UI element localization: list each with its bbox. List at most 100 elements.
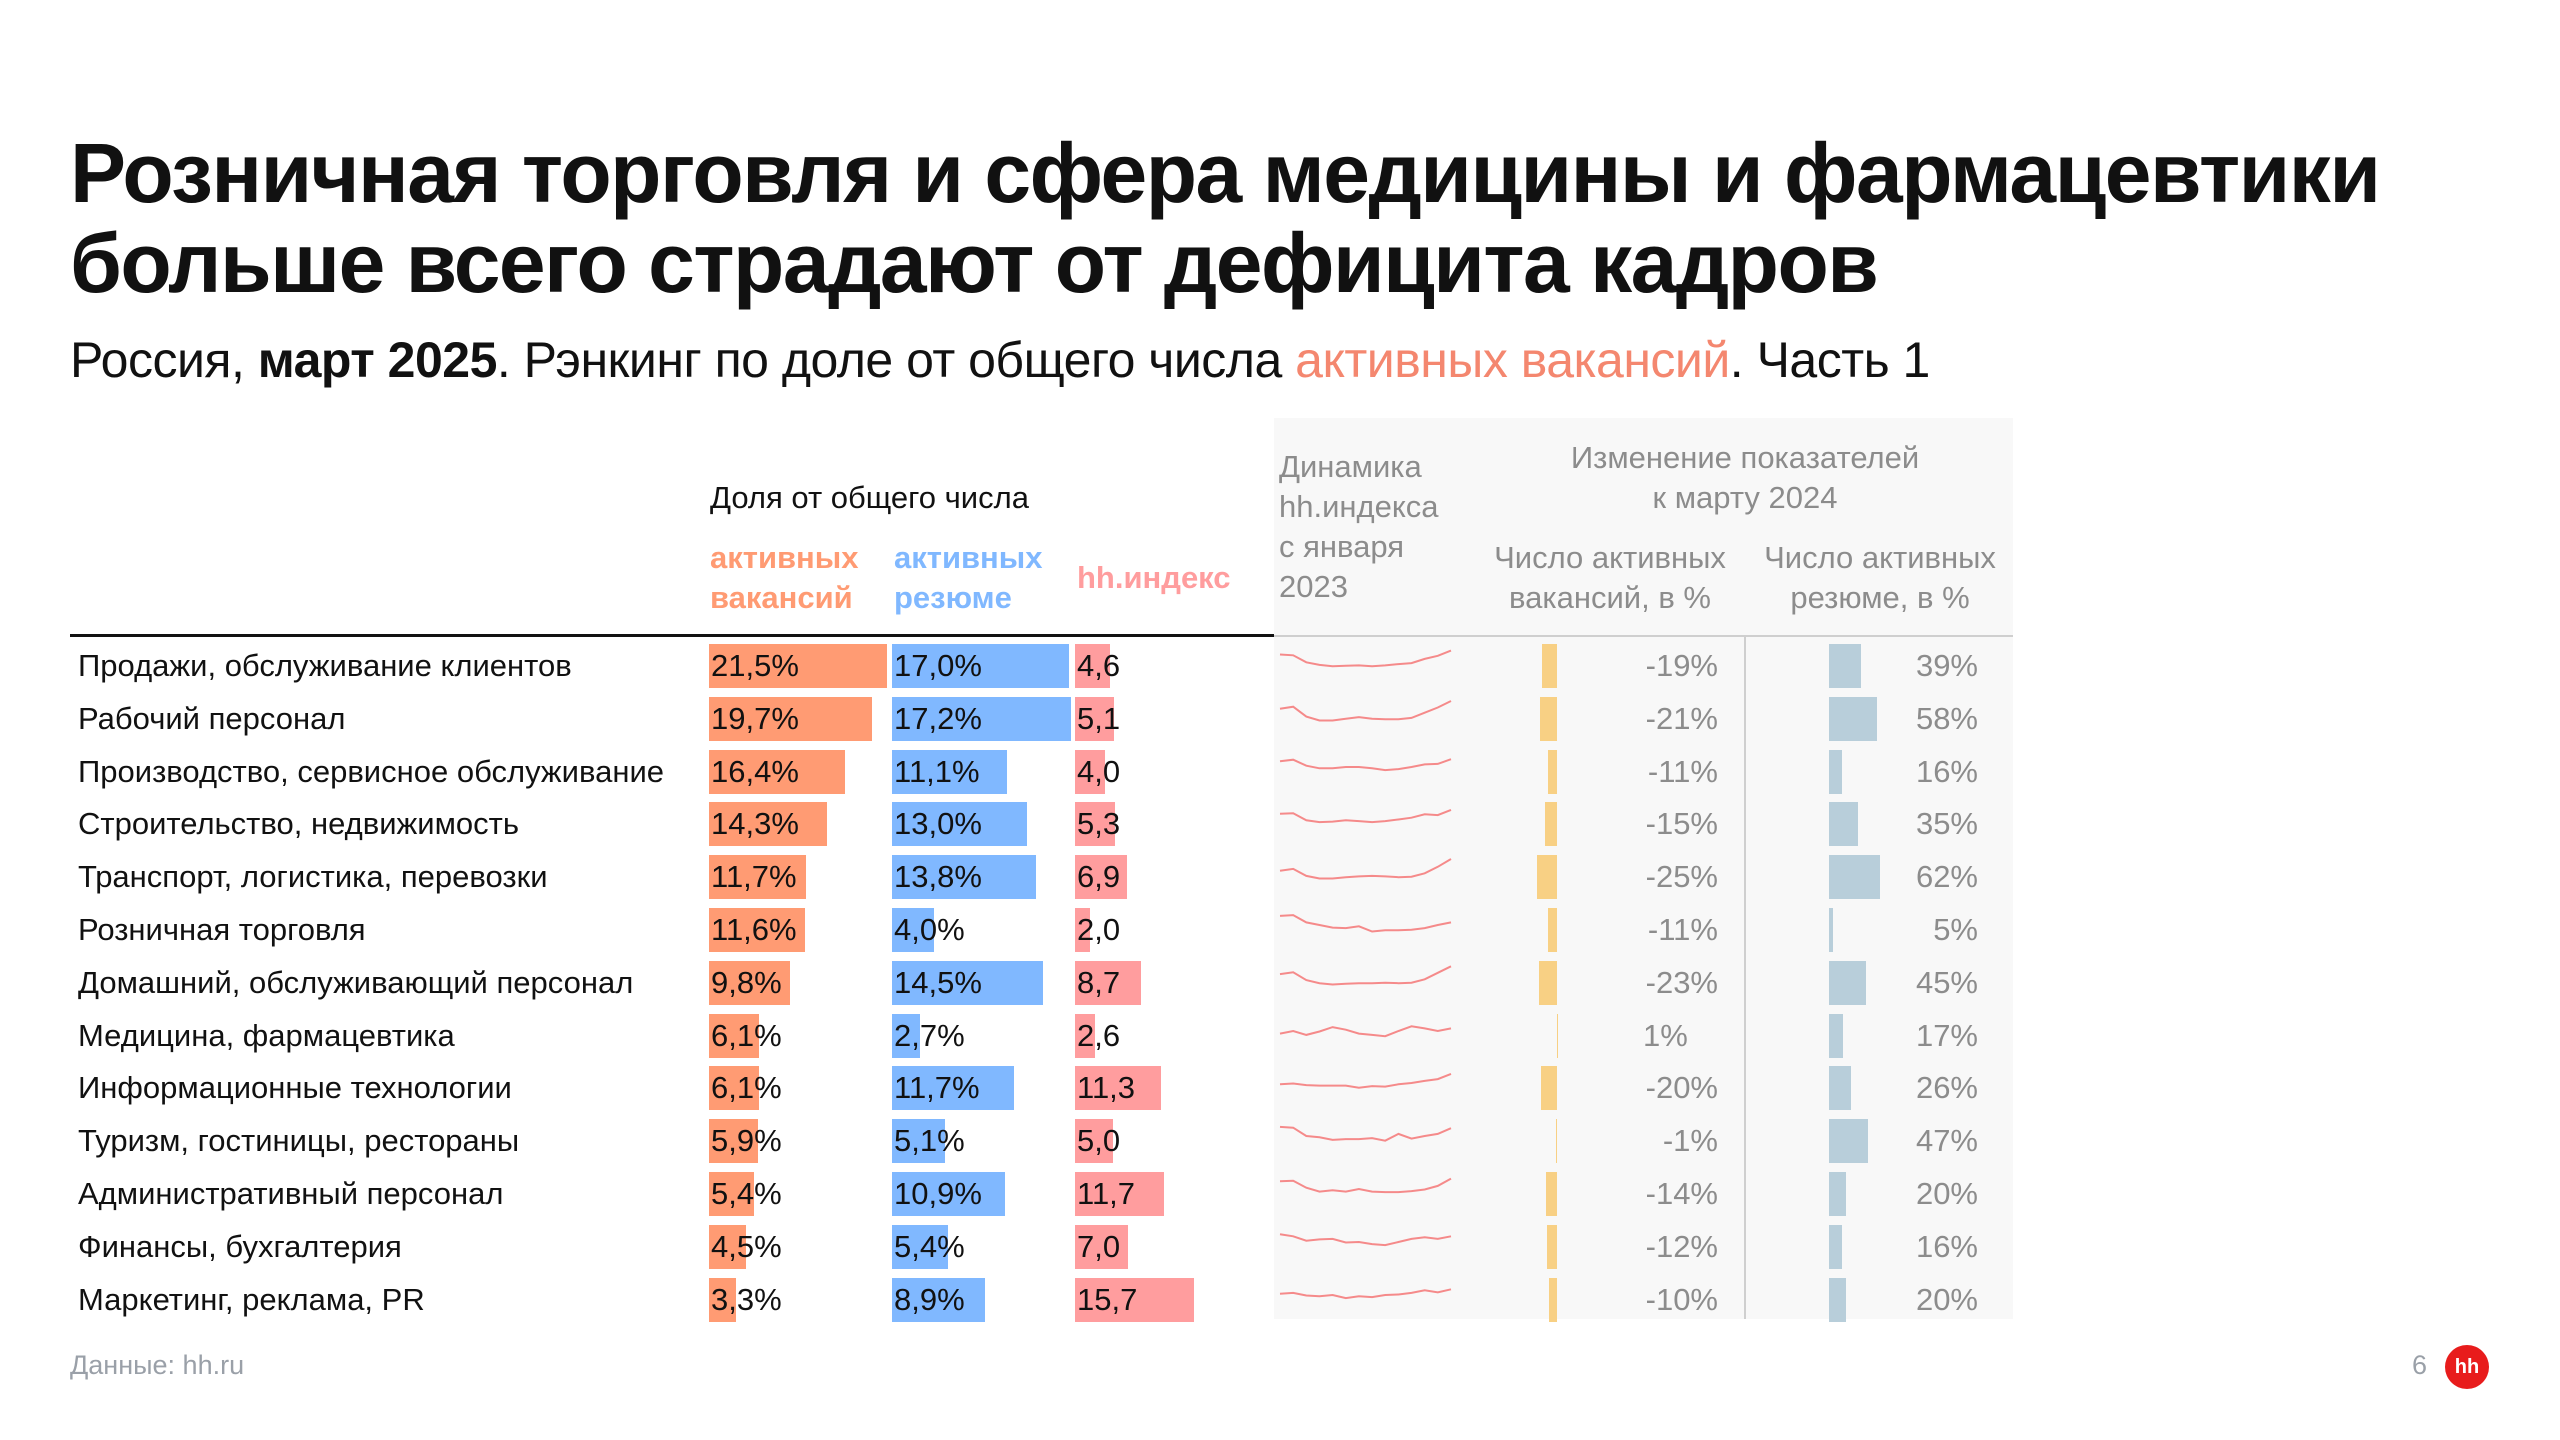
category-label: Розничная торговля [78, 912, 366, 947]
hh-index-label: 5,0 [1077, 1123, 1121, 1159]
resumes-share-label: 17,0% [894, 648, 982, 683]
vacancies-share-label: 3,3% [711, 1281, 782, 1317]
vacancies-change-bar [1547, 1224, 1557, 1269]
resumes-change-bar [1829, 644, 1862, 688]
vacancies-change-bar [1545, 802, 1557, 847]
hh-index-label: 5,1 [1077, 700, 1121, 736]
page-number: 6 [2412, 1350, 2428, 1380]
header-vacancies-line-1: активных [710, 540, 859, 575]
vacancies-share-label: 14,3% [711, 806, 799, 842]
vacancies-share-bar [709, 644, 887, 688]
hh-index-sparkline [1279, 858, 1452, 880]
resumes-change-label: 45% [1915, 964, 1978, 1000]
vacancies-share-bar [709, 802, 828, 847]
category-label: Продажи, обслуживание клиентов [78, 648, 572, 683]
hh-index-label: 2,6 [1077, 1017, 1121, 1053]
hh-index-label: 15,7 [1077, 1281, 1138, 1317]
header-vacancies-line-2: вакансий [710, 580, 853, 615]
header-change-vacancies-line-2: вакансий, в % [1509, 580, 1711, 615]
header-dynamics-line-3: с января [1279, 529, 1405, 564]
hh-index-label: 2,0 [1077, 912, 1121, 947]
vacancies-change-label: -19% [1645, 648, 1718, 683]
category-label: Медицина, фармацевтика [78, 1017, 455, 1053]
header-vacancies: активных вакансий [710, 538, 859, 618]
vacancies-share-label: 21,5% [711, 648, 799, 683]
vacancies-share-label: 6,1% [711, 1017, 782, 1053]
table-row: Административный персонал 5,4% 10,9% 11,7 -1… [0, 1168, 2560, 1220]
hh-index-sparkline [1279, 1177, 1452, 1194]
hh-index-label: 7,0 [1077, 1228, 1121, 1264]
category-label: Рабочий персонал [78, 700, 346, 736]
subtitle-date: март 2025 [257, 332, 498, 388]
resumes-share-bar [892, 1119, 946, 1164]
hh-index-sparkline [1279, 914, 1452, 933]
resumes-share-label: 5,4% [894, 1228, 965, 1264]
hh-index-label: 11,3 [1077, 1070, 1136, 1106]
vacancies-change-bar [1548, 908, 1557, 952]
hh-index-bar [1075, 1224, 1129, 1269]
sparkline-path [1279, 1233, 1452, 1246]
sparkline-path [1279, 858, 1452, 880]
hh-index-sparkline [1279, 699, 1452, 722]
subtitle: Россия, март 2025. Рэнкинг по доле от об… [70, 330, 1930, 390]
resumes-change-label: 35% [1915, 806, 1978, 842]
hh-index-sparkline [1279, 1126, 1452, 1142]
vacancies-share-bar [709, 855, 806, 900]
category-label: Транспорт, логистика, перевозки [78, 859, 548, 895]
vacancies-change-bar [1540, 696, 1557, 741]
vacancies-share-label: 6,1% [711, 1070, 782, 1106]
table-row: Домашний, обслуживающий персонал 9,8% 14,5… [0, 957, 2560, 1009]
resumes-share-bar [892, 1224, 949, 1269]
header-dynamics-line-2: hh.индекса [1279, 489, 1439, 524]
resumes-change-label: 20% [1915, 1281, 1978, 1317]
vacancies-share-label: 11,6% [711, 912, 797, 947]
vacancies-change-label: -20% [1645, 1070, 1718, 1106]
hh-index-label: 11,7 [1077, 1176, 1136, 1211]
vacancies-share-bar [709, 1224, 747, 1269]
vacancies-share-label: 4,5% [711, 1228, 782, 1264]
header-change-vacancies: Число активных вакансий, в % [1480, 538, 1740, 618]
header-change-resumes: Число активных резюме, в % [1750, 538, 2010, 618]
resumes-change-bar [1829, 696, 1878, 741]
resumes-change-label: 20% [1915, 1176, 1978, 1211]
resumes-share-label: 11,7% [894, 1070, 980, 1106]
table-row: Рабочий персонал 19,7% 17,2% 5,1 -21% 58% [0, 693, 2560, 745]
resumes-change-bar [1829, 1066, 1851, 1111]
resumes-change-bar [1829, 908, 1834, 952]
hh-index-bar [1075, 960, 1142, 1005]
vacancies-change-label: -11% [1647, 912, 1718, 947]
hh-index-sparkline [1279, 809, 1452, 824]
resumes-share-label: 5,1% [894, 1123, 965, 1159]
resumes-share-bar [892, 855, 1036, 900]
header-resumes: активных резюме [894, 538, 1043, 618]
hh-index-sparkline [1279, 965, 1452, 986]
vacancies-change-bar [1549, 1277, 1557, 1322]
resumes-change-label: 58% [1915, 700, 1978, 736]
hh-index-sparkline [1279, 1073, 1452, 1090]
hh-index-sparkline [1279, 1024, 1452, 1037]
vacancies-change-label: -1% [1662, 1123, 1718, 1159]
vacancies-share-label: 9,8% [711, 964, 782, 1000]
resumes-share-label: 4,0% [894, 912, 965, 947]
resumes-change-bar [1829, 960, 1867, 1005]
header-dynamics-line-4: 2023 [1279, 569, 1348, 604]
resumes-share-bar [892, 1172, 1006, 1216]
vacancies-change-label: -12% [1645, 1228, 1718, 1264]
header-dynamics: Динамика hh.индекса с января 2023 [1279, 447, 1439, 607]
vacancies-share-bar [709, 1277, 737, 1322]
panel-header-divider [1274, 635, 2013, 637]
hh-logo-icon: hh [2445, 1345, 2489, 1389]
resumes-share-bar [892, 749, 1008, 794]
resumes-share-bar [892, 644, 1069, 688]
vacancies-change-bar [1541, 1066, 1557, 1111]
header-divider [70, 634, 1274, 637]
resumes-change-bar [1829, 749, 1843, 794]
sparkline-path [1279, 1177, 1452, 1194]
category-label: Информационные технологии [78, 1070, 512, 1106]
hh-index-bar [1075, 908, 1091, 952]
header-dynamics-line-1: Динамика [1279, 449, 1422, 484]
header-share-group: Доля от общего числа [710, 480, 1029, 515]
subtitle-part-3: . Часть 1 [1729, 332, 1931, 388]
table-row: Продажи, обслуживание клиентов 21,5% 17,0%… [0, 640, 2560, 692]
table-row: Финансы, бухгалтерия 4,5% 5,4% 7,0 -12% 16% [0, 1221, 2560, 1273]
